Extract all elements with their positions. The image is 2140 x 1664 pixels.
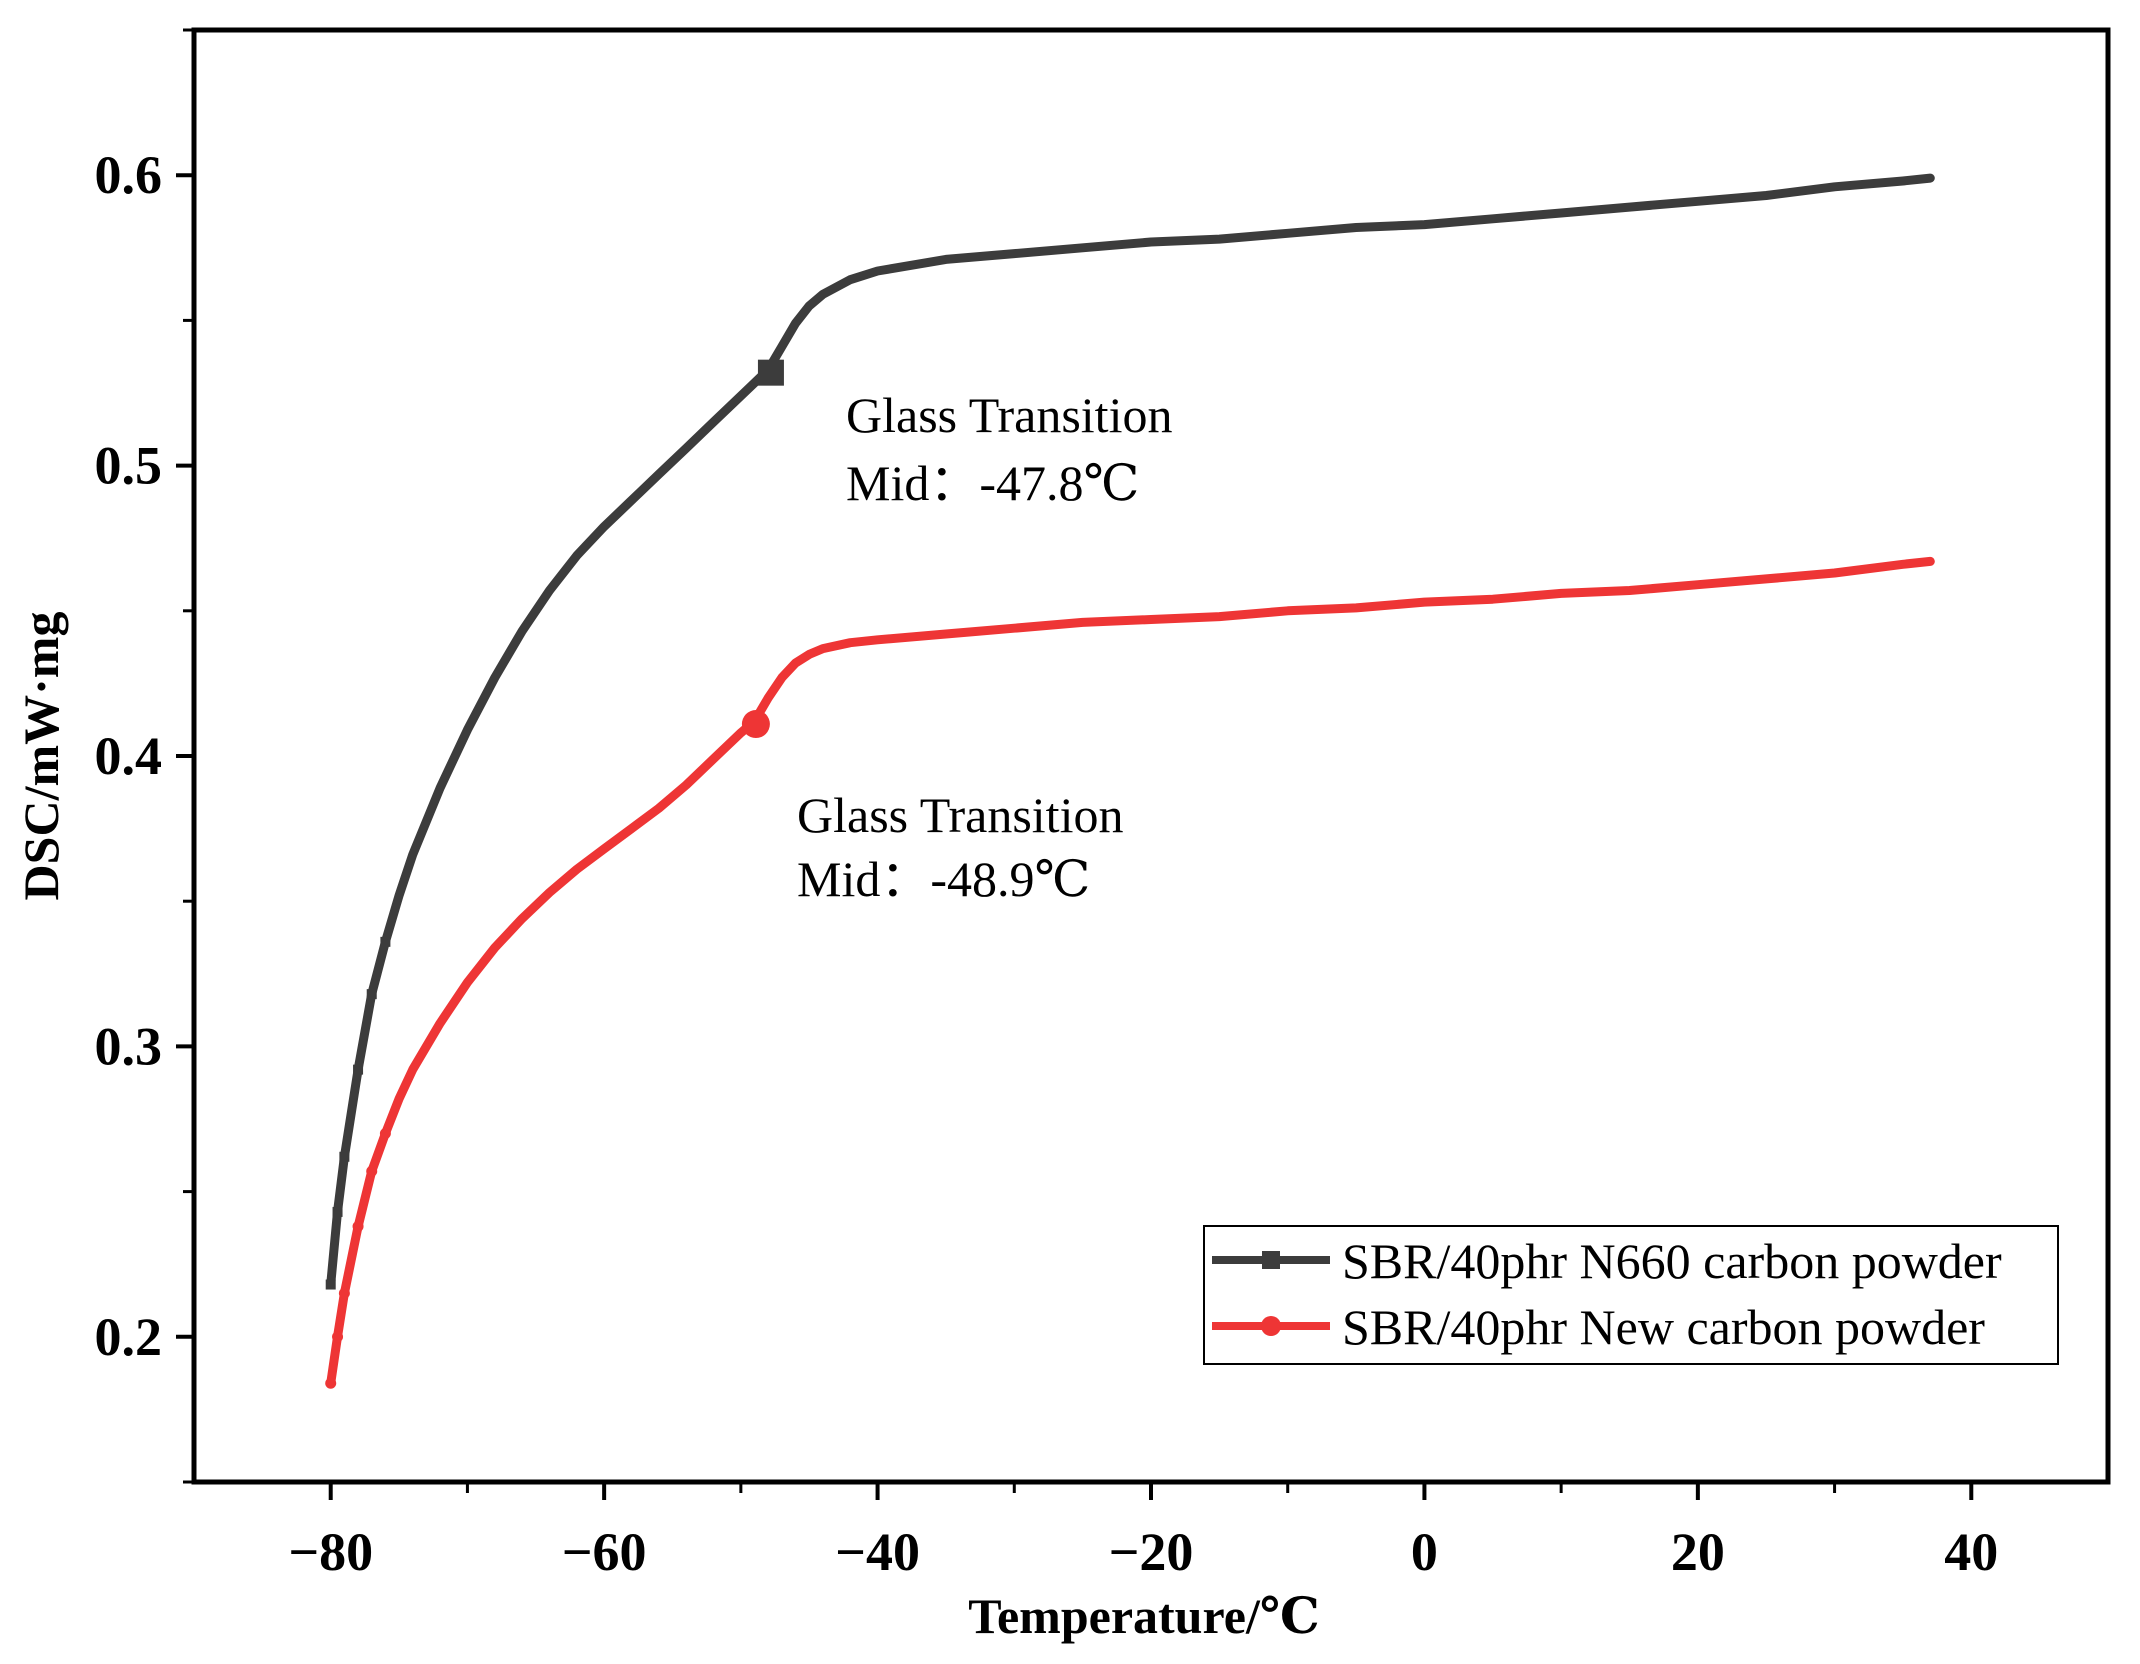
data-point bbox=[338, 1287, 350, 1299]
legend-box bbox=[1203, 1225, 2059, 1365]
legend-label-n660: SBR/40phr N660 carbon powder bbox=[1342, 1233, 2002, 1289]
legend-swatch-n660 bbox=[1212, 1251, 1330, 1269]
legend-label-new: SBR/40phr New carbon powder bbox=[1342, 1299, 1985, 1355]
y-tick-label: 0.2 bbox=[95, 1307, 163, 1367]
data-point bbox=[366, 989, 377, 1000]
legend-swatch-new bbox=[1212, 1316, 1330, 1336]
x-axis-ticks: −80 −60 −40 −20 0 20 40 bbox=[288, 1482, 1998, 1582]
x-tick-label: −40 bbox=[835, 1522, 920, 1582]
annotation-new-title: Glass Transition bbox=[797, 787, 1123, 843]
x-axis-title: Temperature/℃ bbox=[968, 1588, 1320, 1644]
data-point bbox=[325, 1279, 336, 1290]
annotation-new: Glass Transition Mid：-48.9℃ bbox=[797, 787, 1123, 907]
annotation-n660-detail: Mid：-47.8℃ bbox=[846, 455, 1139, 511]
annotation-n660-title: Glass Transition bbox=[846, 387, 1172, 443]
data-point bbox=[332, 1331, 344, 1343]
x-tick-label: 0 bbox=[1411, 1522, 1438, 1582]
x-tick-label: −80 bbox=[288, 1522, 373, 1582]
y-tick-label: 0.4 bbox=[95, 726, 163, 786]
data-point bbox=[380, 936, 391, 947]
data-point bbox=[366, 1165, 378, 1177]
data-point bbox=[339, 1151, 350, 1162]
x-tick-label: −60 bbox=[562, 1522, 647, 1582]
glass-transition-marker bbox=[757, 359, 784, 386]
y-axis-ticks: 0.2 0.3 0.4 0.5 0.6 bbox=[95, 28, 194, 1484]
y-tick-label: 0.3 bbox=[95, 1016, 163, 1076]
data-point bbox=[353, 1064, 364, 1075]
annotation-new-detail: Mid：-48.9℃ bbox=[797, 851, 1090, 907]
data-point bbox=[325, 1377, 337, 1389]
y-tick-label: 0.6 bbox=[95, 145, 163, 205]
data-point bbox=[352, 1220, 364, 1232]
x-tick-label: 20 bbox=[1671, 1522, 1725, 1582]
legend-marker bbox=[1262, 1251, 1280, 1269]
y-tick-label: 0.5 bbox=[95, 436, 163, 496]
x-tick-label: 40 bbox=[1944, 1522, 1998, 1582]
data-point bbox=[379, 1128, 391, 1140]
data-point bbox=[332, 1206, 343, 1217]
series-n660 bbox=[325, 173, 1935, 1290]
legend-marker bbox=[1261, 1316, 1281, 1336]
series-layer bbox=[325, 173, 1935, 1389]
legend: SBR/40phr N660 carbon powder SBR/40phr N… bbox=[1203, 1225, 2059, 1365]
series-new bbox=[325, 556, 1935, 1389]
annotation-n660: Glass Transition Mid：-47.8℃ bbox=[846, 387, 1172, 511]
series-line bbox=[326, 556, 1935, 1388]
x-tick-label: −20 bbox=[1109, 1522, 1194, 1582]
y-axis-title: DSC/mW·mg bbox=[13, 612, 69, 901]
series-line bbox=[326, 173, 1935, 1289]
glass-transition-marker bbox=[741, 710, 770, 739]
